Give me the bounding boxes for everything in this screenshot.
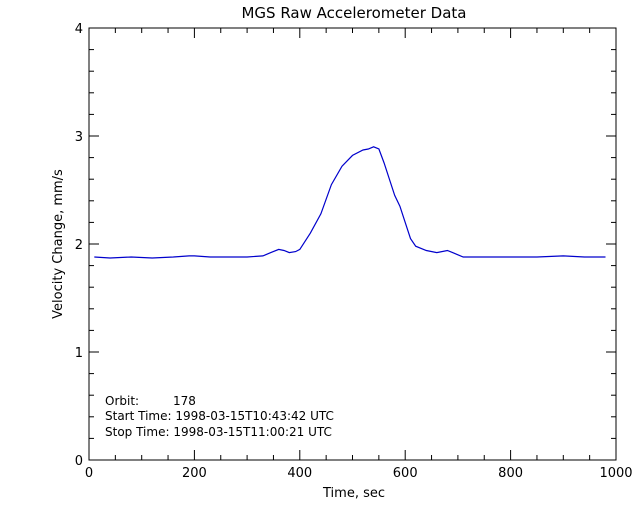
x-axis-label: Time, sec [322, 486, 385, 501]
orbit-value: 178 [173, 394, 196, 408]
x-tick-label: 0 [85, 466, 93, 481]
chart-title: MGS Raw Accelerometer Data [241, 4, 466, 22]
stop-time: Stop Time: 1998-03-15T11:00:21 UTC [105, 425, 332, 439]
x-tick-label: 800 [498, 466, 523, 481]
x-tick-label: 1000 [599, 466, 632, 481]
x-tick-label: 200 [182, 466, 207, 481]
y-tick-label: 3 [75, 130, 83, 145]
velocity-series-line [94, 146, 606, 259]
x-tick-label: 600 [393, 466, 418, 481]
start-time: Start Time: 1998-03-15T10:43:42 UTC [105, 409, 334, 423]
plot-frame [88, 27, 617, 461]
y-tick-label: 0 [75, 454, 83, 469]
y-tick-label: 2 [75, 238, 83, 253]
x-tick-label: 400 [287, 466, 312, 481]
axis-ticks [88, 27, 617, 461]
y-axis-label: Velocity Change, mm/s [51, 169, 66, 319]
orbit-info: Orbit: 178 Start Time: 1998-03-15T10:43:… [105, 394, 334, 439]
y-tick-label: 1 [75, 346, 83, 361]
orbit-label: Orbit: [105, 394, 139, 408]
axis-tick-labels: 0 200 400 600 800 1000 0 1 2 3 4 [75, 22, 633, 481]
y-tick-label: 4 [75, 22, 83, 37]
